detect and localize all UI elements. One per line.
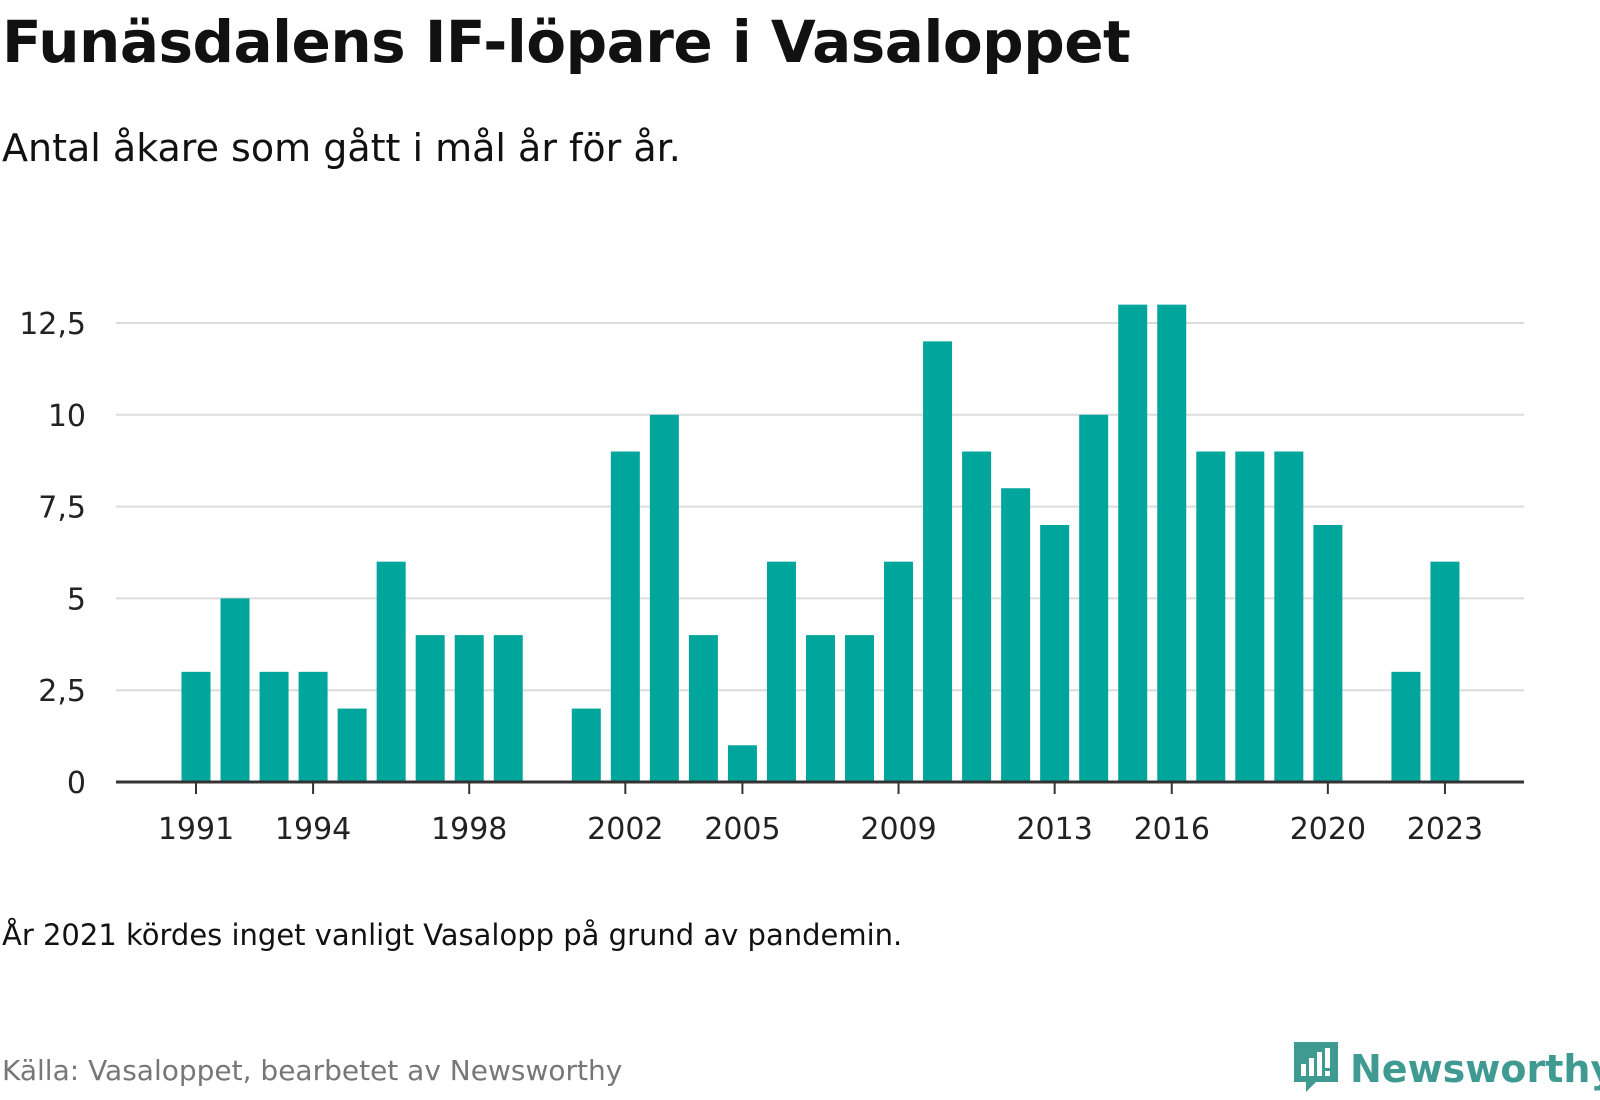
source-label: Källa: Vasaloppet, bearbetet av Newswort… — [2, 1054, 623, 1087]
bar-2018 — [1235, 451, 1265, 782]
bar-1995 — [337, 708, 367, 782]
y-tick-label: 10 — [48, 399, 86, 434]
bar-1996 — [376, 561, 406, 782]
bar-2008 — [845, 635, 875, 782]
y-tick-label: 0 — [67, 766, 86, 801]
bar-2009 — [884, 561, 914, 782]
bar-2015 — [1118, 304, 1148, 782]
x-tick-label: 1991 — [158, 812, 234, 847]
bar-2007 — [805, 635, 835, 782]
bar-2004 — [688, 635, 718, 782]
chart-title: Funäsdalens IF-löpare i Vasaloppet — [2, 8, 1131, 76]
x-axis-ticks: 1991 1994 1998 2002 2005 2009 2013 2016 2020 2023 — [158, 782, 1483, 847]
x-tick-label: 2016 — [1134, 812, 1210, 847]
bar-2010 — [923, 341, 953, 782]
bar-1992 — [220, 598, 250, 782]
newsworthy-logo: Newsworthy — [1292, 1040, 1600, 1098]
chart-subtitle: Antal åkare som gått i mål år för år. — [2, 126, 681, 170]
bar-2001 — [571, 708, 601, 782]
bar-2005 — [727, 745, 757, 782]
bar-2006 — [766, 561, 796, 782]
x-tick-label: 2013 — [1016, 812, 1092, 847]
bar-2023 — [1430, 561, 1460, 782]
bar-2012 — [1001, 488, 1031, 782]
x-tick-label: 2002 — [587, 812, 663, 847]
y-tick-label: 2,5 — [38, 674, 86, 709]
bar-1998 — [454, 635, 484, 782]
bars — [181, 304, 1460, 782]
chart-note: År 2021 kördes inget vanligt Vasalopp på… — [2, 918, 903, 952]
x-tick-label: 2023 — [1407, 812, 1483, 847]
bar-2020 — [1313, 524, 1343, 782]
y-tick-label: 12,5 — [19, 307, 86, 342]
bar-2002 — [610, 451, 640, 782]
x-tick-label: 2009 — [860, 812, 936, 847]
brand-name: Newsworthy — [1350, 1047, 1600, 1091]
bar-2011 — [962, 451, 992, 782]
bar-2003 — [649, 414, 679, 782]
bar-1991 — [181, 671, 211, 782]
bar-2013 — [1040, 524, 1070, 782]
y-tick-label: 5 — [67, 582, 86, 617]
bar-2017 — [1196, 451, 1226, 782]
bar-1997 — [415, 635, 445, 782]
bar-2016 — [1157, 304, 1187, 782]
bar-1993 — [259, 671, 289, 782]
x-tick-label: 2005 — [704, 812, 780, 847]
bar-1994 — [298, 671, 328, 782]
bar-2014 — [1079, 414, 1109, 782]
x-tick-label: 1998 — [431, 812, 507, 847]
newsworthy-logo-icon — [1292, 1040, 1340, 1098]
y-axis-ticks: 0 2,5 5 7,5 10 12,5 — [19, 307, 86, 801]
bar-1999 — [493, 635, 523, 782]
bar-2019 — [1274, 451, 1304, 782]
bar-2022 — [1391, 671, 1421, 782]
y-tick-label: 7,5 — [38, 491, 86, 526]
x-tick-label: 1994 — [275, 812, 351, 847]
x-tick-label: 2020 — [1290, 812, 1366, 847]
bar-chart: 0 2,5 5 7,5 10 12,5 1991 1994 1998 2002 2005 2009 2… — [19, 304, 1524, 847]
